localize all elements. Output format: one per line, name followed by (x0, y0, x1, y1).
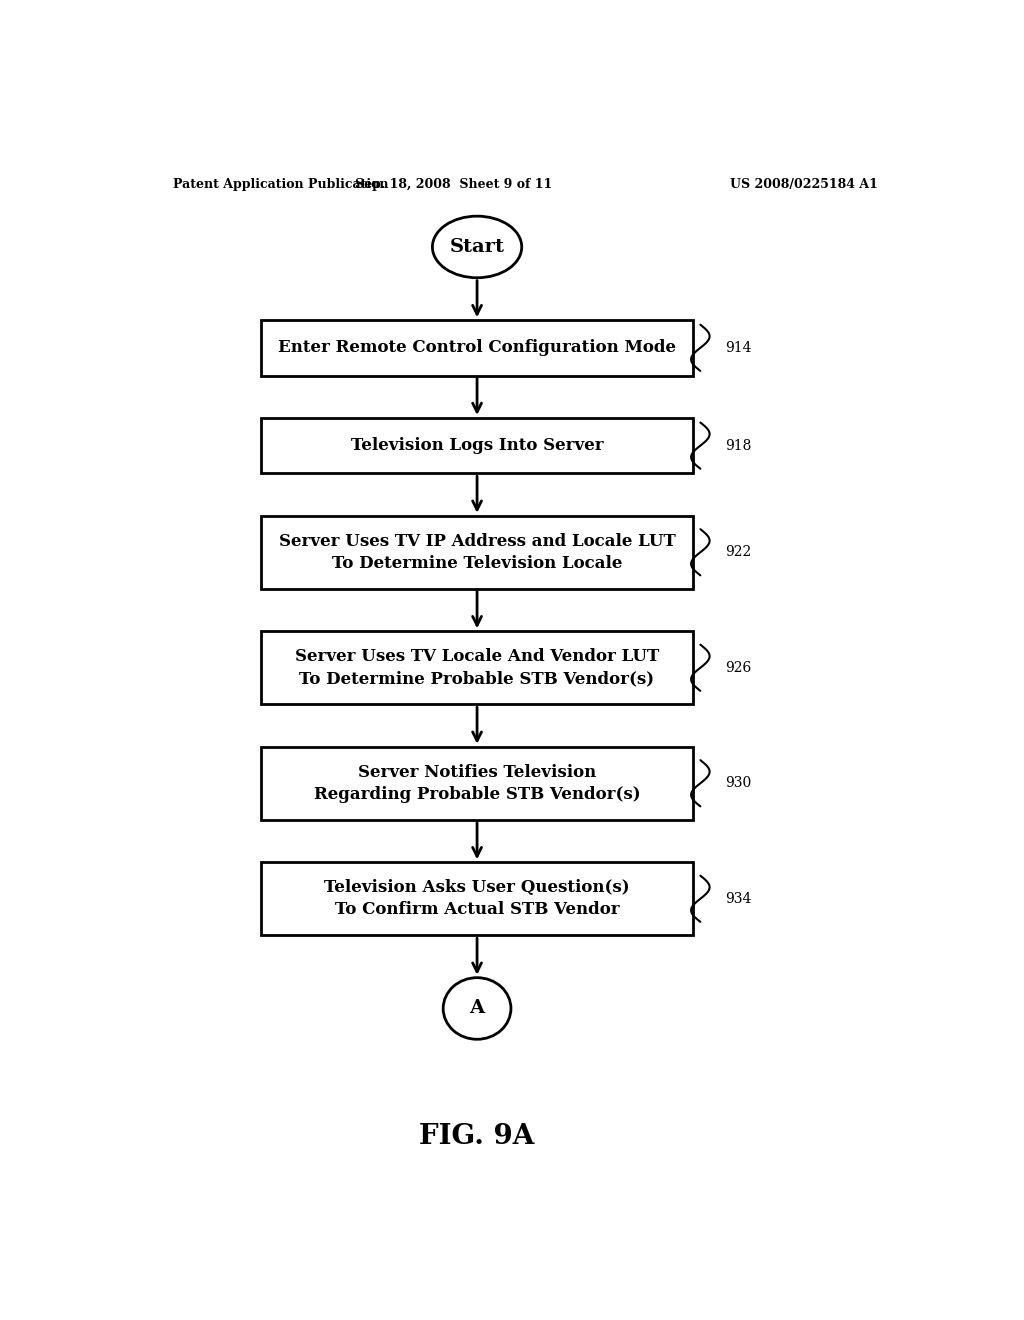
Text: 922: 922 (725, 545, 752, 560)
Ellipse shape (432, 216, 521, 277)
Text: Television Asks User Question(s)
To Confirm Actual STB Vendor: Television Asks User Question(s) To Conf… (325, 879, 630, 919)
Ellipse shape (443, 978, 511, 1039)
Text: US 2008/0225184 A1: US 2008/0225184 A1 (729, 178, 878, 190)
Bar (261, 747, 692, 820)
Text: 930: 930 (725, 776, 752, 791)
Bar (261, 418, 692, 474)
Text: A: A (469, 999, 484, 1018)
Bar (261, 516, 692, 589)
Text: Start: Start (450, 238, 505, 256)
Text: FIG. 9A: FIG. 9A (420, 1123, 535, 1150)
Bar (261, 631, 692, 705)
Text: 926: 926 (725, 661, 752, 675)
Bar (261, 862, 692, 936)
Text: 914: 914 (725, 341, 752, 355)
Text: Server Uses TV Locale And Vendor LUT
To Determine Probable STB Vendor(s): Server Uses TV Locale And Vendor LUT To … (295, 648, 659, 688)
Text: Patent Application Publication: Patent Application Publication (173, 178, 388, 190)
Text: Server Uses TV IP Address and Locale LUT
To Determine Television Locale: Server Uses TV IP Address and Locale LUT… (279, 533, 676, 572)
Text: Television Logs Into Server: Television Logs Into Server (351, 437, 603, 454)
Text: Enter Remote Control Configuration Mode: Enter Remote Control Configuration Mode (279, 339, 676, 356)
Text: Server Notifies Television
Regarding Probable STB Vendor(s): Server Notifies Television Regarding Pro… (313, 764, 640, 803)
Text: 934: 934 (725, 892, 752, 906)
Bar (261, 321, 692, 376)
Text: Sep. 18, 2008  Sheet 9 of 11: Sep. 18, 2008 Sheet 9 of 11 (355, 178, 553, 190)
Text: 918: 918 (725, 438, 752, 453)
